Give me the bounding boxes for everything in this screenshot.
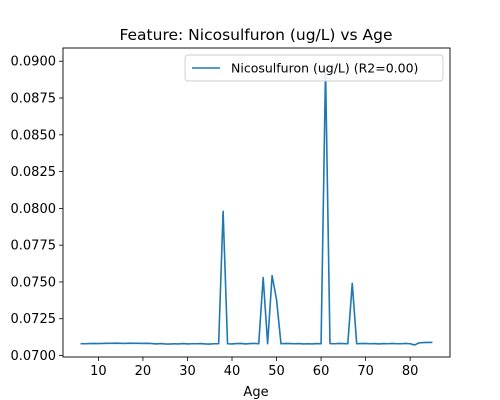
x-axis: 10 20 30 40 50 60 70 80 xyxy=(90,357,418,379)
legend: Nicosulfuron (ug/L) (R2=0.00) xyxy=(184,54,444,82)
x-tick-label: 80 xyxy=(402,364,419,379)
y-tick-label: 0.0725 xyxy=(11,312,57,327)
y-tick-label: 0.0875 xyxy=(11,92,57,107)
x-tick-label: 30 xyxy=(179,364,196,379)
series-layer xyxy=(80,67,433,346)
y-tick-label: 0.0700 xyxy=(11,349,57,364)
plot-frame xyxy=(62,47,451,358)
series-line xyxy=(80,67,433,346)
legend-label: Nicosulfuron (ug/L) (R2=0.00) xyxy=(231,61,418,76)
x-tick-label: 10 xyxy=(90,364,107,379)
x-axis-label: Age xyxy=(243,385,268,400)
y-tick-label: 0.0850 xyxy=(11,128,57,143)
y-tick-label: 0.0750 xyxy=(11,275,57,290)
y-tick-label: 0.0800 xyxy=(11,202,57,217)
y-tick-label: 0.0900 xyxy=(11,55,57,70)
x-tick-label: 20 xyxy=(135,364,152,379)
x-tick-label: 60 xyxy=(313,364,330,379)
legend-box xyxy=(184,54,444,82)
y-tick-label: 0.0825 xyxy=(11,165,57,180)
x-tick-label: 70 xyxy=(357,364,374,379)
y-tick-label: 0.0775 xyxy=(11,239,57,254)
chart-title: Feature: Nicosulfuron (ug/L) vs Age xyxy=(119,26,392,44)
y-axis: 0.0700 0.0725 0.0750 0.0775 0.0800 0.0825 0.08… xyxy=(11,55,63,364)
x-tick-label: 40 xyxy=(224,364,241,379)
x-tick-label: 50 xyxy=(268,364,285,379)
